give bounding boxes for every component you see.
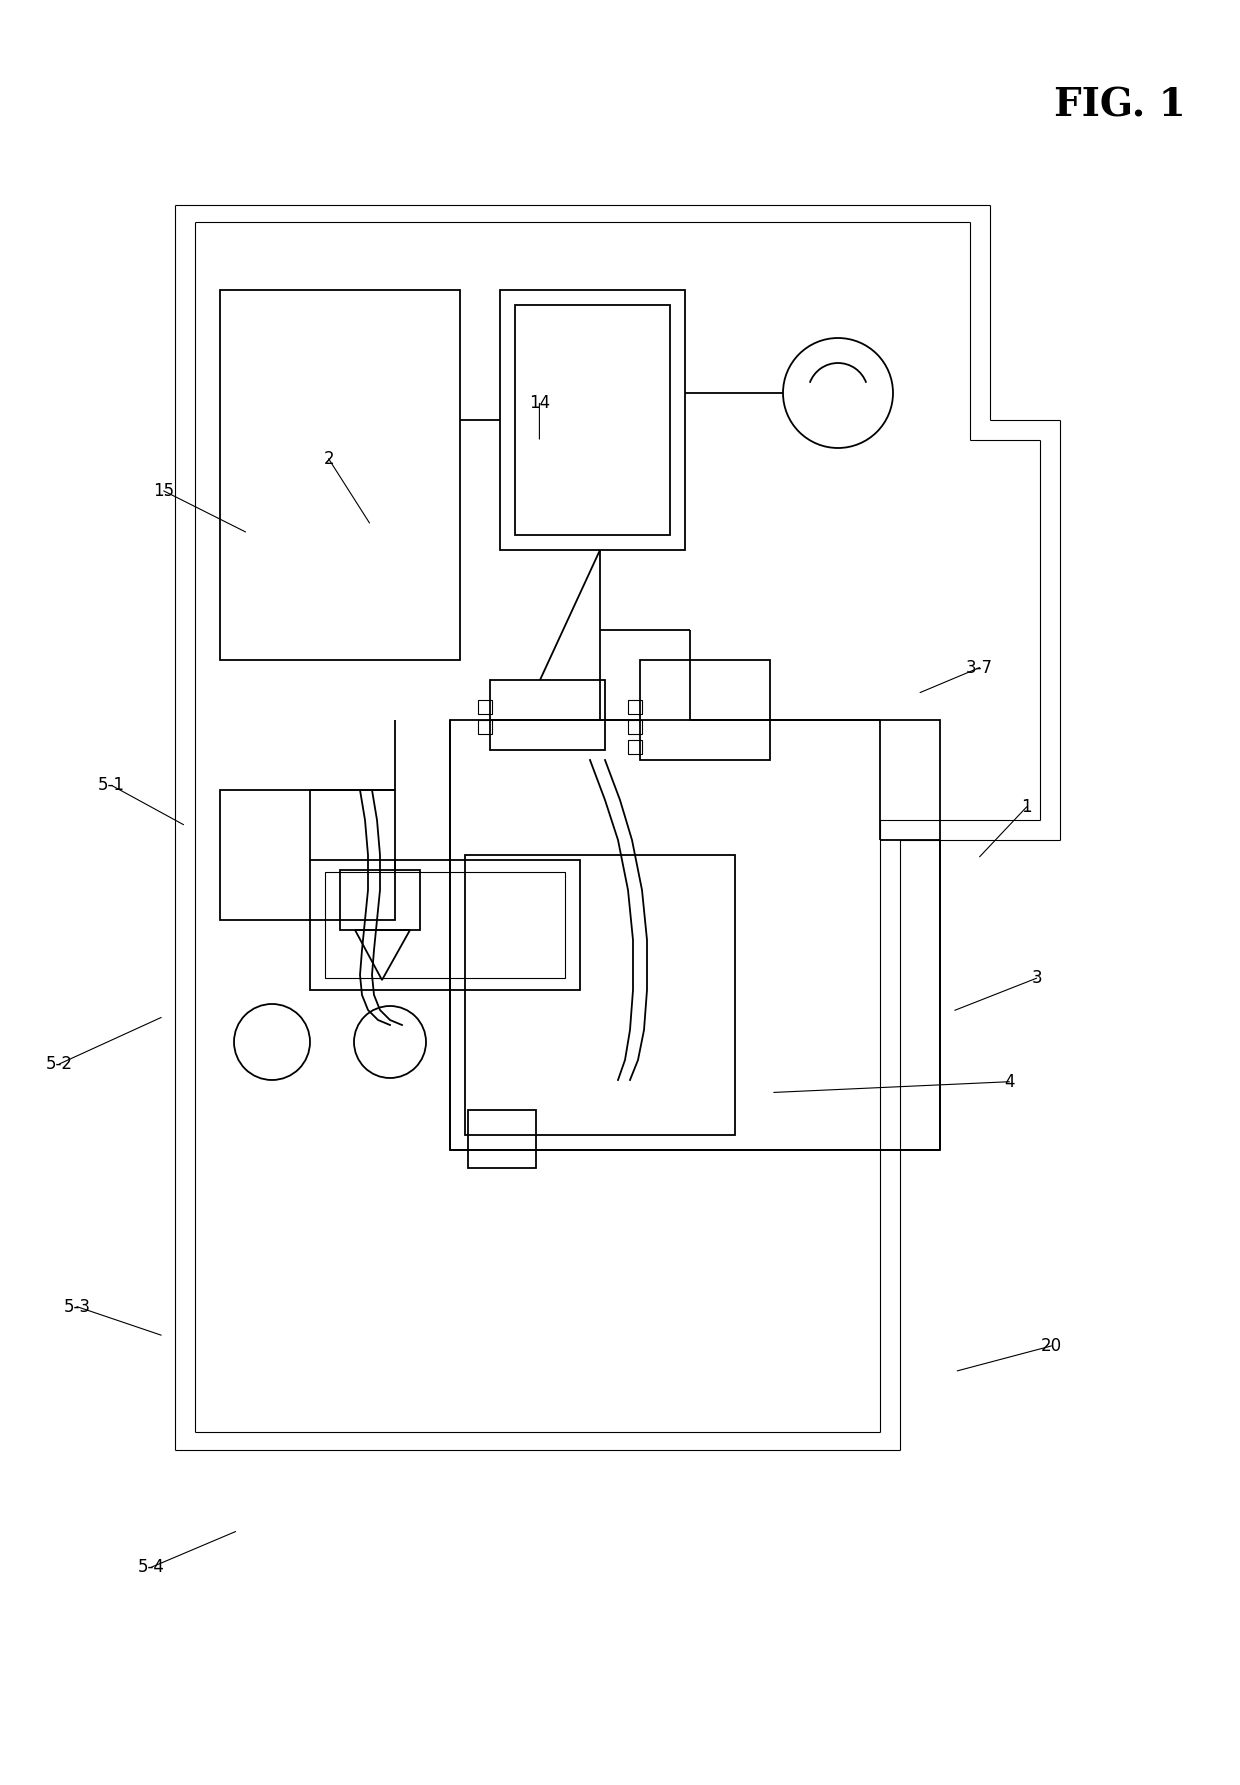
Text: 5-4: 5-4 bbox=[138, 1558, 165, 1576]
Bar bbox=[219, 289, 460, 660]
Text: 5-2: 5-2 bbox=[46, 1055, 73, 1073]
Bar bbox=[465, 855, 735, 1135]
Bar bbox=[467, 1110, 536, 1167]
Text: 14: 14 bbox=[528, 394, 551, 412]
Bar bbox=[310, 860, 580, 991]
Bar bbox=[450, 719, 940, 1150]
Bar bbox=[340, 869, 420, 930]
Text: 5-3: 5-3 bbox=[63, 1298, 91, 1316]
Text: 3: 3 bbox=[1032, 969, 1042, 987]
Text: 15: 15 bbox=[153, 482, 175, 500]
Text: 20: 20 bbox=[1040, 1337, 1063, 1355]
Bar bbox=[490, 680, 605, 750]
Bar bbox=[640, 660, 770, 760]
Bar bbox=[500, 289, 684, 550]
Bar bbox=[325, 873, 565, 978]
Bar bbox=[219, 791, 396, 919]
Bar bbox=[515, 305, 670, 536]
Text: 3-7: 3-7 bbox=[966, 659, 993, 677]
Bar bbox=[477, 719, 492, 734]
Bar bbox=[477, 700, 492, 714]
Bar bbox=[627, 700, 642, 714]
Text: 1: 1 bbox=[1022, 798, 1032, 816]
Text: 5-1: 5-1 bbox=[98, 776, 125, 794]
Bar bbox=[627, 719, 642, 734]
Bar bbox=[627, 741, 642, 753]
Text: 2: 2 bbox=[324, 450, 334, 468]
Text: 4: 4 bbox=[1004, 1073, 1014, 1091]
Text: FIG. 1: FIG. 1 bbox=[1054, 86, 1185, 123]
